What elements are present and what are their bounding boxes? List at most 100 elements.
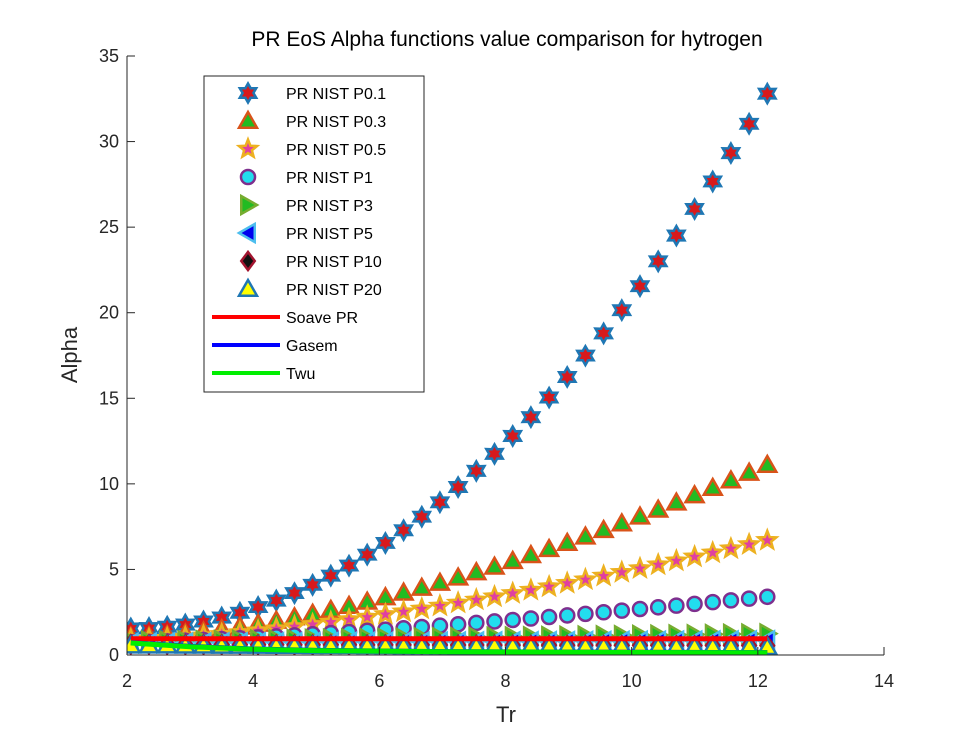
data-point [577,605,594,623]
legend-marker [235,136,261,160]
data-point [609,559,635,583]
data-point [574,525,597,545]
data-point [759,588,776,606]
data-point [740,590,758,607]
data-point [484,441,505,466]
legend-marker [239,249,257,273]
data-point [483,555,506,575]
data-point [486,613,503,630]
data-point [702,169,724,194]
data-point [482,583,507,608]
data-point [756,453,779,474]
data-point [595,603,612,621]
data-point [410,576,433,596]
legend-label: Soave PR [286,310,358,327]
x-tick-label: 8 [500,671,510,691]
data-point [736,531,762,556]
data-point [429,490,451,515]
data-point [537,537,561,558]
legend-entry: PR NIST P0.5 [235,136,386,160]
legend-entry: PR NIST P0.3 [236,109,386,131]
legend-label: PR NIST P0.5 [286,142,386,159]
data-point [683,483,706,504]
data-point [610,511,633,532]
data-point [684,196,705,221]
legend-marker [237,80,259,106]
data-point [265,588,287,613]
data-point [393,518,415,543]
data-point [284,581,305,606]
data-point [611,298,633,323]
data-point [756,81,778,106]
legend-marker [240,193,260,217]
y-tick-label: 15 [99,388,119,408]
legend-label: PR NIST P5 [286,226,373,243]
legend-entry: PR NIST P3 [240,193,373,217]
data-point [354,604,380,628]
x-tick-label: 4 [248,671,258,691]
data-point [645,551,671,576]
data-point [737,461,761,481]
data-point [302,572,323,597]
series-line-twu [130,640,768,655]
data-point [627,555,653,580]
data-point [375,530,396,555]
data-point [628,505,652,525]
legend-label: PR NIST P3 [286,198,373,215]
data-point [649,599,667,616]
data-point [593,321,615,346]
data-point [668,597,685,614]
legend-entry: Gasem [212,338,338,355]
data-point [463,586,489,611]
data-point [665,223,687,248]
data-point [501,549,524,570]
data-point [704,593,722,611]
data-point [629,274,651,299]
legend-entry: Twu [212,366,315,383]
data-point [682,543,707,568]
legend-marker [236,221,256,245]
data-point [504,611,521,629]
legend: PR NIST P0.1 PR NIST P0.3 PR NIST P0.5 PR N… [203,75,425,393]
axes: 2 4 6 8 10 12 14 0 5 10 15 20 25 30 35 [99,46,894,691]
data-point [465,560,488,581]
data-point [718,535,744,560]
data-point [468,614,485,632]
y-axis-label: Alpha [57,326,82,383]
y-tick-label: 20 [99,303,119,323]
y-tick-label: 0 [109,645,119,665]
data-point [665,491,688,511]
y-tick-label: 25 [99,217,119,237]
data-point [391,598,416,623]
data-point [502,423,524,448]
chart-title: PR EoS Alpha functions value comparison … [251,28,762,51]
data-point [701,476,724,497]
data-point [338,553,360,578]
y-tick-label: 10 [99,474,119,494]
legend-entry: PR NIST P1 [239,168,373,187]
data-point [465,458,487,483]
legend-entry: PR NIST P5 [236,221,373,245]
legend-label: PR NIST P20 [286,282,382,299]
legend-entry: PR NIST P10 [239,249,382,273]
data-point [592,518,615,539]
data-point [320,563,342,588]
x-tick-label: 14 [874,671,894,691]
data-point [540,608,558,626]
data-point [536,573,562,598]
legend-entry: PR NIST P0.1 [237,80,386,106]
x-tick-label: 12 [748,671,768,691]
data-point [664,547,689,572]
data-point [428,571,452,591]
y-tick-label: 30 [99,132,119,152]
data-point [373,601,398,625]
x-tick-label: 2 [122,671,132,691]
data-point [518,577,544,601]
data-point [520,405,542,430]
data-point [700,539,725,564]
data-point [754,527,780,551]
data-point [445,589,471,614]
data-point [556,531,579,551]
data-point [446,566,470,586]
